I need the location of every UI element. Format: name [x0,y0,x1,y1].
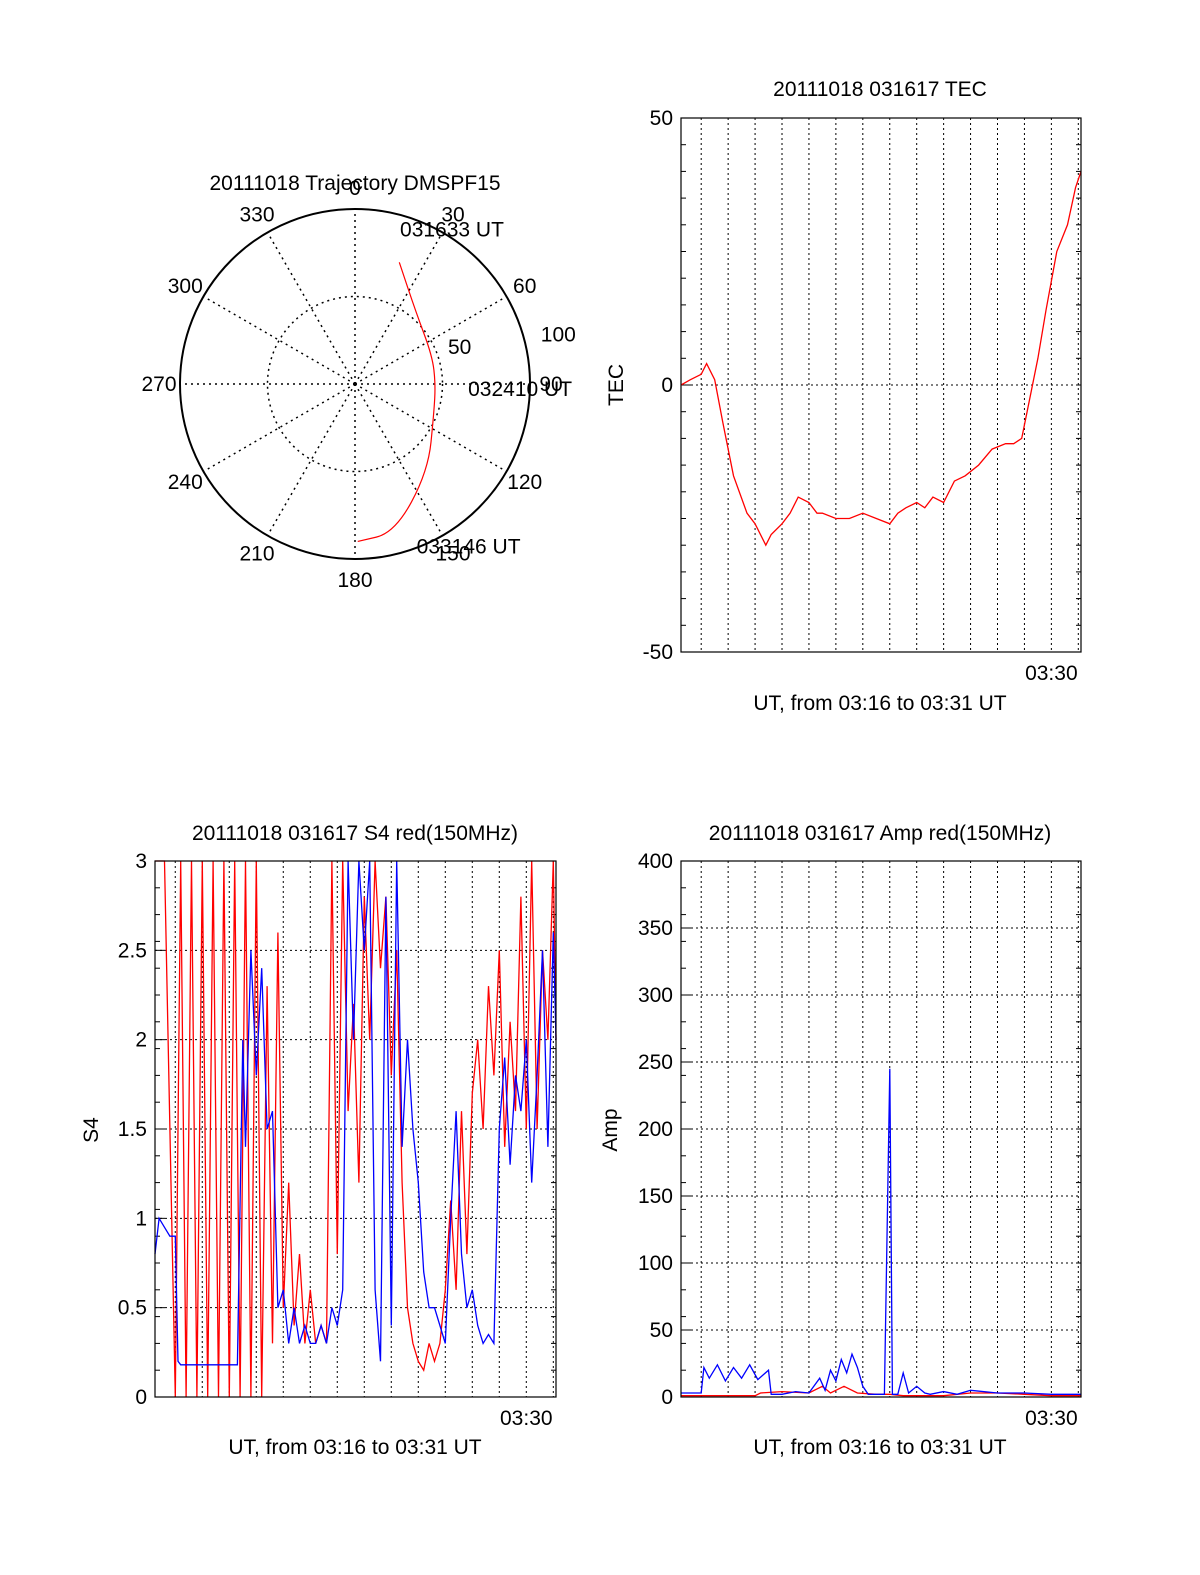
trajectory-time-label: 031633 UT [400,219,504,242]
amp-ytick-label: 150 [638,1185,673,1208]
polar-angle-label: 300 [168,275,203,298]
polar-angle-label: 330 [239,203,274,226]
trajectory-line [357,262,436,543]
amp-ytick-label: 300 [638,984,673,1007]
s4-ytick-label: 0 [135,1386,147,1409]
s4-ytick-label: 1.5 [118,1118,147,1141]
s4-title: 20111018 031617 S4 red(150MHz) [192,822,518,845]
polar-radius-label: 50 [448,336,471,359]
polar-angle-label: 0 [349,177,361,200]
polar-spoke [266,383,356,536]
polar-spoke [354,383,444,536]
s4-plot-frame [154,860,557,1398]
amp-title: 20111018 031617 Amp red(150MHz) [709,822,1051,845]
s4-series-blue [154,860,557,1366]
polar-title: 20111018 Trajectory DMSPF15 [209,172,500,195]
polar-angle-label: 240 [168,471,203,494]
polar-radius-label: 100 [541,324,576,347]
polar-spoke [266,232,356,385]
polar-angle-label: 270 [141,373,176,396]
s4-ytick-label: 2 [135,1029,147,1052]
amp-ytick-label: 100 [638,1252,673,1275]
s4-ytick-label: 1 [135,1207,147,1230]
s4-xlabel: UT, from 03:16 to 03:31 UT [228,1436,481,1459]
tec-plot-frame [680,117,1082,653]
amp-xtick-label: 03:30 [1025,1407,1078,1430]
amp-ylabel: Amp [599,1108,622,1151]
polar-spoke [203,295,356,385]
tec-ytick-label: 50 [650,107,673,130]
amp-ytick-label: 400 [638,850,673,873]
amp-ytick-label: 350 [638,917,673,940]
polar-spoke [203,383,356,473]
amp-xlabel: UT, from 03:16 to 03:31 UT [753,1436,1006,1459]
amp-plot-frame [680,860,1082,1398]
s4-ytick-label: 3 [135,850,147,873]
tec-ytick-label: -50 [643,641,673,664]
s4-series-red [155,860,557,1398]
polar-angle-label: 180 [337,569,372,592]
s4-ylabel: S4 [80,1117,103,1143]
s4-ytick-label: 0.5 [118,1297,147,1320]
tec-series-red [680,171,1082,547]
s4-ytick-label: 2.5 [118,939,147,962]
polar-trajectory-panel: 20111018 Trajectory DMSPF15 0 30 60 90 120 15… [141,172,575,592]
polar-outer-ring [179,208,531,560]
amp-ytick-label: 50 [650,1319,673,1342]
tec-panel: 20111018 031617 TEC UT, from 03:16 to 03… [605,78,1082,715]
polar-angle-label: 60 [513,275,536,298]
tec-title: 20111018 031617 TEC [773,78,987,101]
tec-ytick-label: 0 [661,374,673,397]
trajectory-time-label: 032410 UT [468,378,572,401]
amp-ytick-label: 0 [661,1386,673,1409]
polar-spoke [354,383,507,473]
s4-panel: 20111018 031617 S4 red(150MHz) UT, from … [80,822,557,1459]
tec-ylabel: TEC [605,364,628,406]
s4-xtick-label: 03:30 [500,1407,553,1430]
polar-spoke [354,232,444,385]
polar-grid-ring-50 [266,295,444,473]
amp-series-blue [681,1068,1081,1395]
polar-angle-label: 120 [507,471,542,494]
polar-angle-label: 30 [441,203,464,226]
tec-xtick-label: 03:30 [1025,662,1078,685]
amp-panel: 20111018 031617 Amp red(150MHz) UT, from… [599,822,1082,1459]
polar-angle-label: 90 [539,373,562,396]
trajectory-time-label: 033146 UT [417,535,521,558]
polar-angle-label: 210 [239,543,274,566]
tec-xlabel: UT, from 03:16 to 03:31 UT [753,692,1006,715]
amp-ytick-label: 250 [638,1051,673,1074]
polar-spoke [354,295,507,385]
polar-angle-label: 150 [435,543,470,566]
amp-ytick-label: 200 [638,1118,673,1141]
